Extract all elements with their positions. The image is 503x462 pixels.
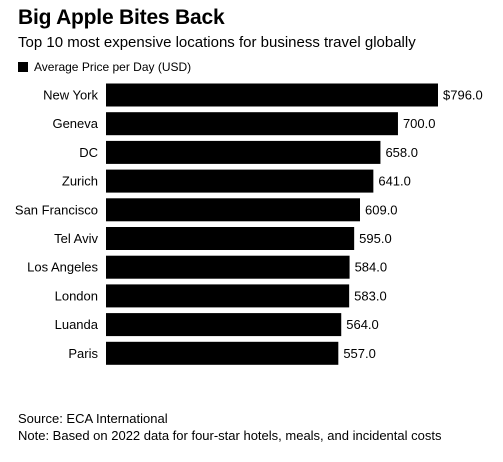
- value-label: 584.0: [355, 260, 388, 275]
- legend-swatch: [18, 62, 28, 72]
- bar: [106, 83, 438, 107]
- category-label: Tel Aviv: [54, 231, 98, 246]
- value-label: 641.0: [378, 174, 411, 189]
- bar: [106, 169, 374, 193]
- bar: [106, 313, 342, 337]
- bar: [106, 112, 398, 136]
- chart-title: Big Apple Bites Back: [18, 6, 225, 29]
- value-label: 595.0: [359, 231, 392, 246]
- value-label: $796.0: [443, 88, 483, 103]
- footnote: Note: Based on 2022 data for four-star h…: [18, 428, 442, 443]
- source-note: Source: ECA International: [18, 411, 168, 426]
- bar: [106, 198, 361, 222]
- bar: [106, 140, 381, 164]
- bar: [106, 227, 355, 250]
- category-label: Los Angeles: [27, 260, 98, 275]
- category-label: DC: [79, 145, 98, 160]
- bar: [106, 341, 339, 365]
- category-label: Geneva: [52, 116, 98, 131]
- legend: Average Price per Day (USD): [18, 60, 191, 74]
- legend-label: Average Price per Day (USD): [34, 60, 192, 74]
- value-label: 557.0: [343, 346, 376, 361]
- value-label: 564.0: [346, 317, 379, 332]
- category-label: New York: [43, 88, 98, 103]
- bar: [106, 284, 350, 308]
- value-label: 700.0: [403, 116, 436, 131]
- category-label: Paris: [68, 346, 98, 361]
- value-label: 609.0: [365, 202, 398, 217]
- category-label: San Francisco: [15, 202, 98, 217]
- value-label: 658.0: [385, 145, 418, 160]
- bar: [106, 255, 350, 279]
- category-label: Luanda: [55, 317, 99, 332]
- category-label: London: [55, 288, 98, 303]
- value-label: 583.0: [354, 288, 387, 303]
- chart-subtitle: Top 10 most expensive locations for busi…: [18, 34, 416, 51]
- category-label: Zurich: [62, 174, 98, 189]
